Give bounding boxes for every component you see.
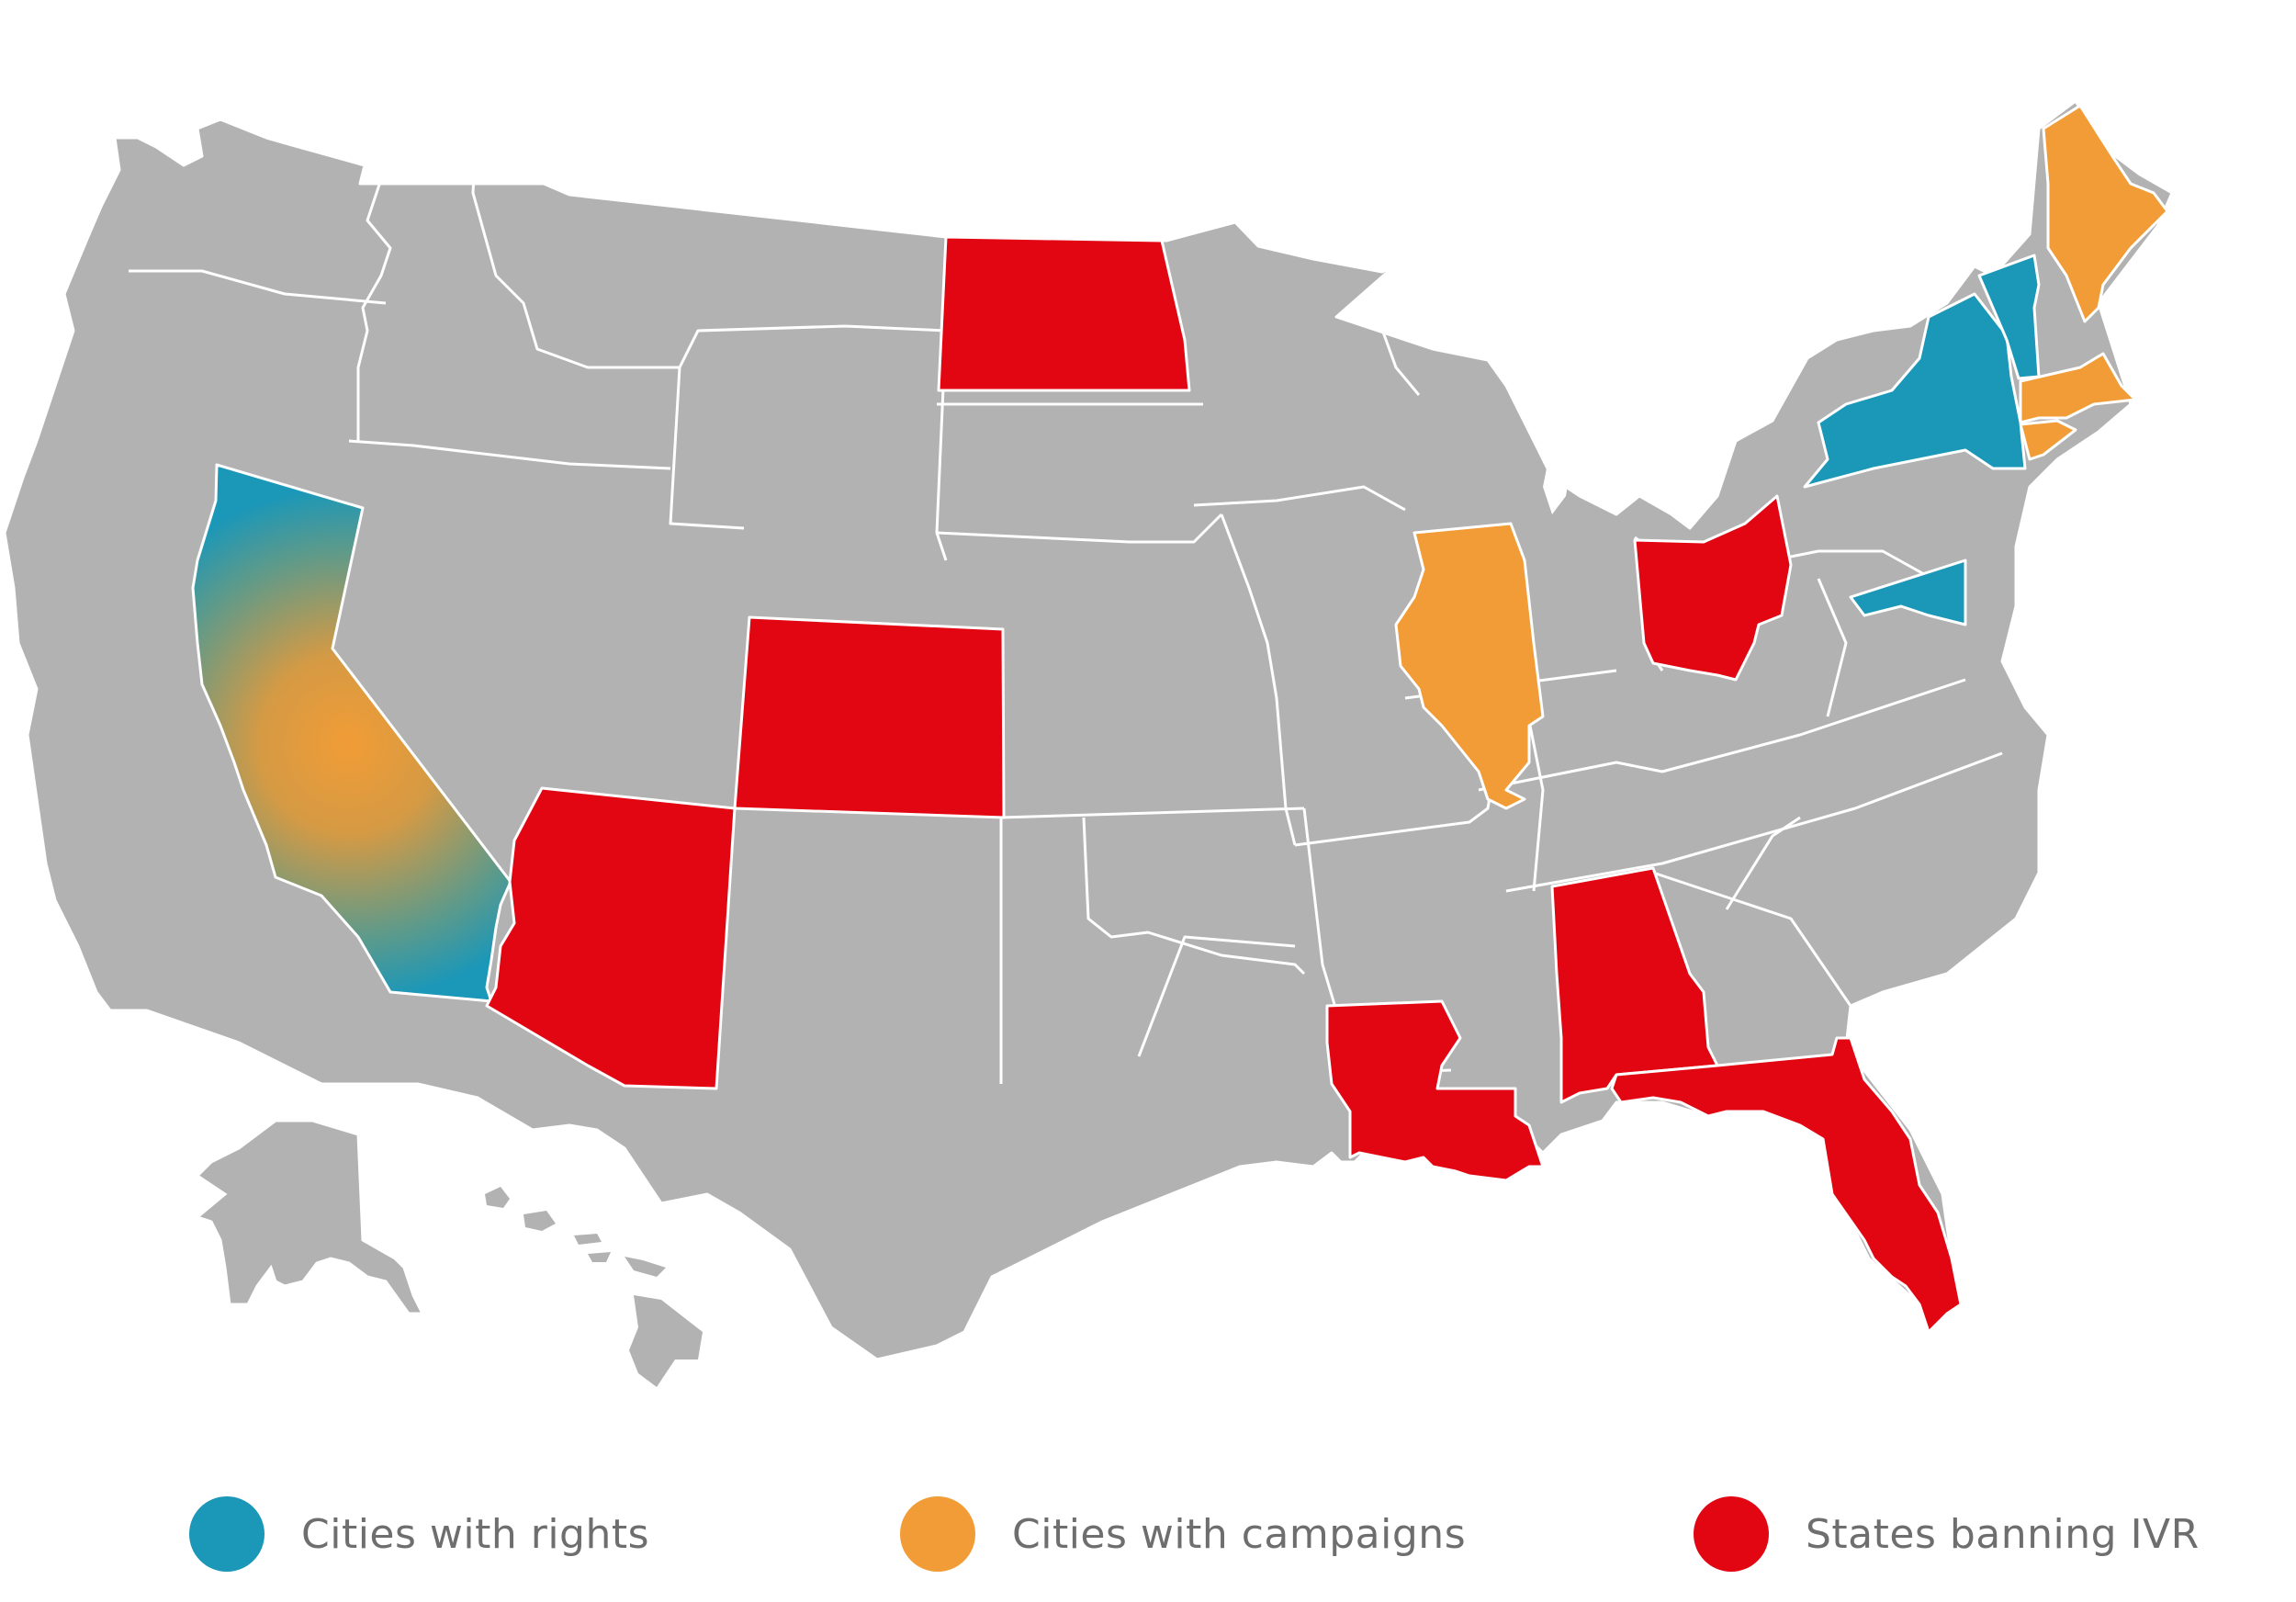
great-lake-superior (1405, 276, 1525, 331)
state-connecticut (2019, 419, 2077, 461)
state-illinois (1394, 522, 1545, 810)
state-new-york (1803, 292, 2027, 489)
state-massachusetts (2019, 352, 2137, 424)
legend-label-ban: States banning IVR (1806, 1510, 2200, 1558)
legend-item-ban: States banning IVR (1694, 1479, 2200, 1589)
legend-label-rights: Cities with rights (301, 1510, 650, 1558)
state-north-dakota (937, 235, 1191, 392)
legend-label-campaigns: Cities with campaigns (1012, 1510, 1467, 1558)
state-florida (1610, 1036, 1963, 1334)
state-maryland (1849, 558, 1967, 626)
legend: Cities with rights Cities with campaigns… (0, 1479, 2296, 1589)
legend-swatch-rights (189, 1496, 264, 1572)
state-arizona (485, 786, 737, 1090)
state-vermont (1977, 254, 2041, 380)
legend-swatch-ban (1694, 1496, 1769, 1572)
great-lake-michigan (1543, 386, 1575, 514)
state-louisiana (1325, 999, 1545, 1182)
legend-swatch-campaigns (900, 1496, 975, 1572)
state-colorado (733, 615, 1006, 819)
state-ohio (1633, 494, 1793, 682)
alaska (194, 1119, 425, 1315)
state-maine (2042, 104, 2169, 323)
hawaii (485, 1187, 703, 1387)
legend-item-rights: Cities with rights (189, 1479, 649, 1589)
us-contiguous-map (3, 99, 2174, 1361)
legend-item-campaigns: Cities with campaigns (900, 1479, 1466, 1589)
state-california (191, 463, 512, 1003)
